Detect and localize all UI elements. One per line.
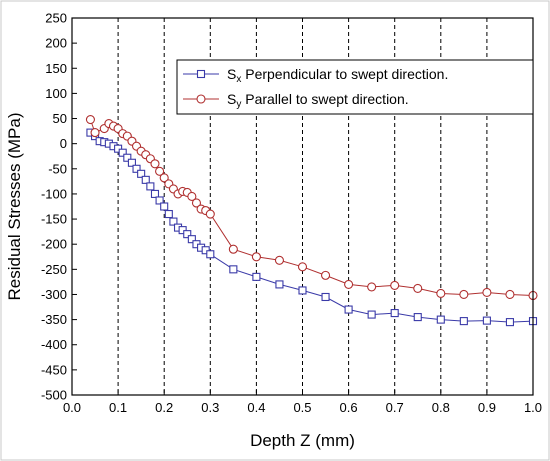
data-point	[137, 169, 146, 178]
y-tick-label: -400	[41, 337, 67, 352]
legend-box	[176, 59, 534, 115]
data-point	[228, 244, 238, 254]
y-tick-label: -100	[41, 186, 67, 201]
data-point	[150, 189, 160, 198]
data-point	[321, 292, 330, 302]
x-tick-label: 0.2	[155, 400, 173, 415]
data-point	[390, 309, 399, 318]
legend-item: Sy Parallel to swept direction.	[183, 91, 409, 110]
data-point	[505, 318, 515, 327]
data-point	[206, 250, 215, 259]
data-point	[413, 313, 422, 322]
data-point	[505, 289, 515, 300]
x-tick-label: 1.0	[524, 400, 542, 415]
data-point	[205, 209, 215, 219]
data-point	[344, 279, 354, 289]
data-point	[275, 280, 284, 289]
data-point	[85, 114, 95, 125]
x-tick-label: 0.4	[247, 400, 265, 415]
y-tick-label: 50	[53, 111, 67, 126]
legend-label: Sx Perpendicular to swept direction.	[227, 66, 448, 85]
y-tick-label: -450	[41, 362, 67, 377]
data-point	[123, 153, 132, 162]
data-point	[344, 305, 353, 314]
data-point	[150, 159, 160, 169]
data-point	[183, 230, 192, 239]
data-point	[146, 182, 155, 191]
data-point	[252, 272, 261, 281]
axis-ticks: 0.0 0.1 0.2 0.3 0.4 0.5 0.6 0.7 0.8 0.9 1.0-500-45…	[41, 11, 542, 416]
data-point	[367, 310, 376, 319]
data-point	[132, 164, 141, 173]
y-tick-label: 250	[45, 11, 67, 26]
x-tick-label: 0.0	[63, 400, 81, 415]
legend: Sx Perpendicular to swept direction. Sy P…	[176, 59, 534, 115]
x-axis-title: Depth Z (mm)	[250, 431, 355, 450]
y-tick-label: -250	[41, 262, 67, 277]
data-point	[298, 286, 307, 295]
y-tick-label: -500	[41, 388, 67, 403]
data-point	[90, 128, 100, 138]
data-point	[229, 265, 238, 274]
data-point	[297, 262, 308, 272]
series-layer	[85, 114, 538, 327]
y-tick-label: -200	[41, 237, 67, 252]
data-point	[127, 158, 136, 167]
legend-label: Sy Parallel to swept direction.	[227, 91, 409, 110]
y-tick-label: 100	[45, 86, 67, 101]
y-tick-label: -350	[41, 312, 67, 327]
y-axis-title: Residual Stresses (MPa)	[5, 112, 24, 300]
data-point	[159, 173, 169, 183]
data-point	[118, 148, 127, 157]
x-tick-label: 0.3	[201, 400, 219, 415]
x-tick-label: 0.8	[432, 400, 450, 415]
data-point	[155, 166, 165, 176]
legend-item: Sx Perpendicular to swept direction.	[183, 66, 448, 85]
data-point	[436, 288, 446, 299]
data-point	[187, 235, 196, 244]
data-point	[251, 252, 261, 262]
y-tick-label: -300	[41, 287, 67, 302]
y-tick-label: -50	[48, 161, 67, 176]
y-tick-label: -150	[41, 212, 67, 227]
data-point	[191, 198, 202, 208]
x-tick-label: 0.7	[386, 400, 404, 415]
legend-marker	[196, 94, 206, 104]
data-point	[274, 255, 285, 265]
data-point	[390, 280, 400, 290]
y-tick-label: 0	[60, 136, 67, 151]
data-point	[169, 217, 178, 226]
series-2	[85, 114, 538, 301]
legend-marker	[196, 69, 206, 79]
x-tick-label: 0.5	[293, 400, 311, 415]
data-point	[141, 175, 150, 184]
data-point	[155, 196, 164, 205]
data-point	[367, 282, 377, 292]
data-point	[482, 316, 491, 325]
data-point	[320, 270, 331, 280]
data-point	[459, 317, 468, 326]
x-tick-label: 0.9	[478, 400, 496, 415]
data-point	[160, 202, 169, 211]
data-point	[482, 287, 492, 298]
y-tick-label: 150	[45, 61, 67, 76]
y-tick-label: 200	[45, 36, 67, 51]
x-tick-label: 0.1	[109, 400, 127, 415]
data-point	[164, 209, 173, 219]
data-point	[436, 315, 445, 324]
series-1	[86, 128, 538, 327]
data-point	[459, 289, 469, 300]
data-point	[413, 283, 423, 293]
data-point	[187, 191, 197, 201]
x-tick-label: 0.6	[340, 400, 358, 415]
